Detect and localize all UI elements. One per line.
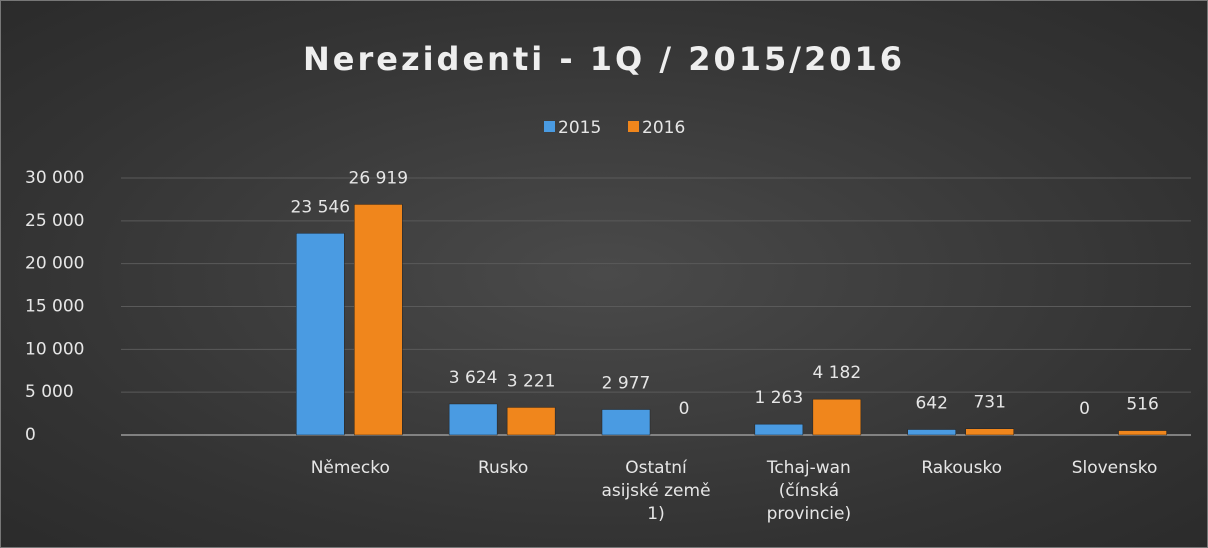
data-label: 2 977 [602, 373, 651, 393]
bar [754, 423, 804, 436]
data-label: 642 [915, 394, 947, 414]
legend-swatch [544, 121, 555, 132]
bar [812, 398, 862, 436]
x-tick-label: Rakousko [921, 458, 1003, 478]
data-label: 1 263 [755, 388, 804, 408]
y-tick-label: 10 000 [25, 339, 84, 359]
x-tick-label: Ostatní asijské země 1) [601, 458, 711, 524]
bar [601, 409, 651, 436]
data-label: 23 546 [291, 197, 350, 217]
bar [296, 233, 345, 436]
y-tick-label: 20 000 [25, 254, 84, 274]
y-tick-label: 30 000 [25, 168, 84, 188]
data-label: 0 [1079, 399, 1090, 419]
legend-label: 2016 [642, 118, 685, 138]
data-label: 516 [1126, 395, 1158, 415]
bar [448, 403, 498, 436]
legend-label: 2015 [558, 118, 601, 138]
legend-swatch [628, 121, 639, 132]
x-tick-label: Tchaj-wan (čínská provincie) [766, 458, 852, 524]
y-tick-label: 5 000 [25, 382, 74, 402]
x-tick-label: Rusko [477, 458, 529, 478]
bar [506, 407, 556, 436]
data-label: 4 182 [813, 363, 862, 383]
data-label: 26 919 [349, 168, 408, 188]
bar [907, 429, 956, 436]
y-tick-label: 25 000 [25, 211, 84, 231]
y-tick-label: 15 000 [25, 297, 84, 317]
x-tick-label: Slovensko [1071, 458, 1158, 478]
data-label: 3 624 [449, 368, 498, 388]
data-label: 3 221 [507, 371, 556, 391]
data-label: 0 [679, 399, 690, 419]
bar [965, 428, 1014, 436]
y-tick-label: 0 [25, 425, 36, 445]
bar [354, 204, 403, 436]
bar [1118, 430, 1167, 436]
chart-title: Nerezidenti - 1Q / 2015/2016 [303, 40, 905, 78]
data-label: 731 [973, 393, 1005, 413]
x-tick-label: Německo [310, 458, 390, 478]
